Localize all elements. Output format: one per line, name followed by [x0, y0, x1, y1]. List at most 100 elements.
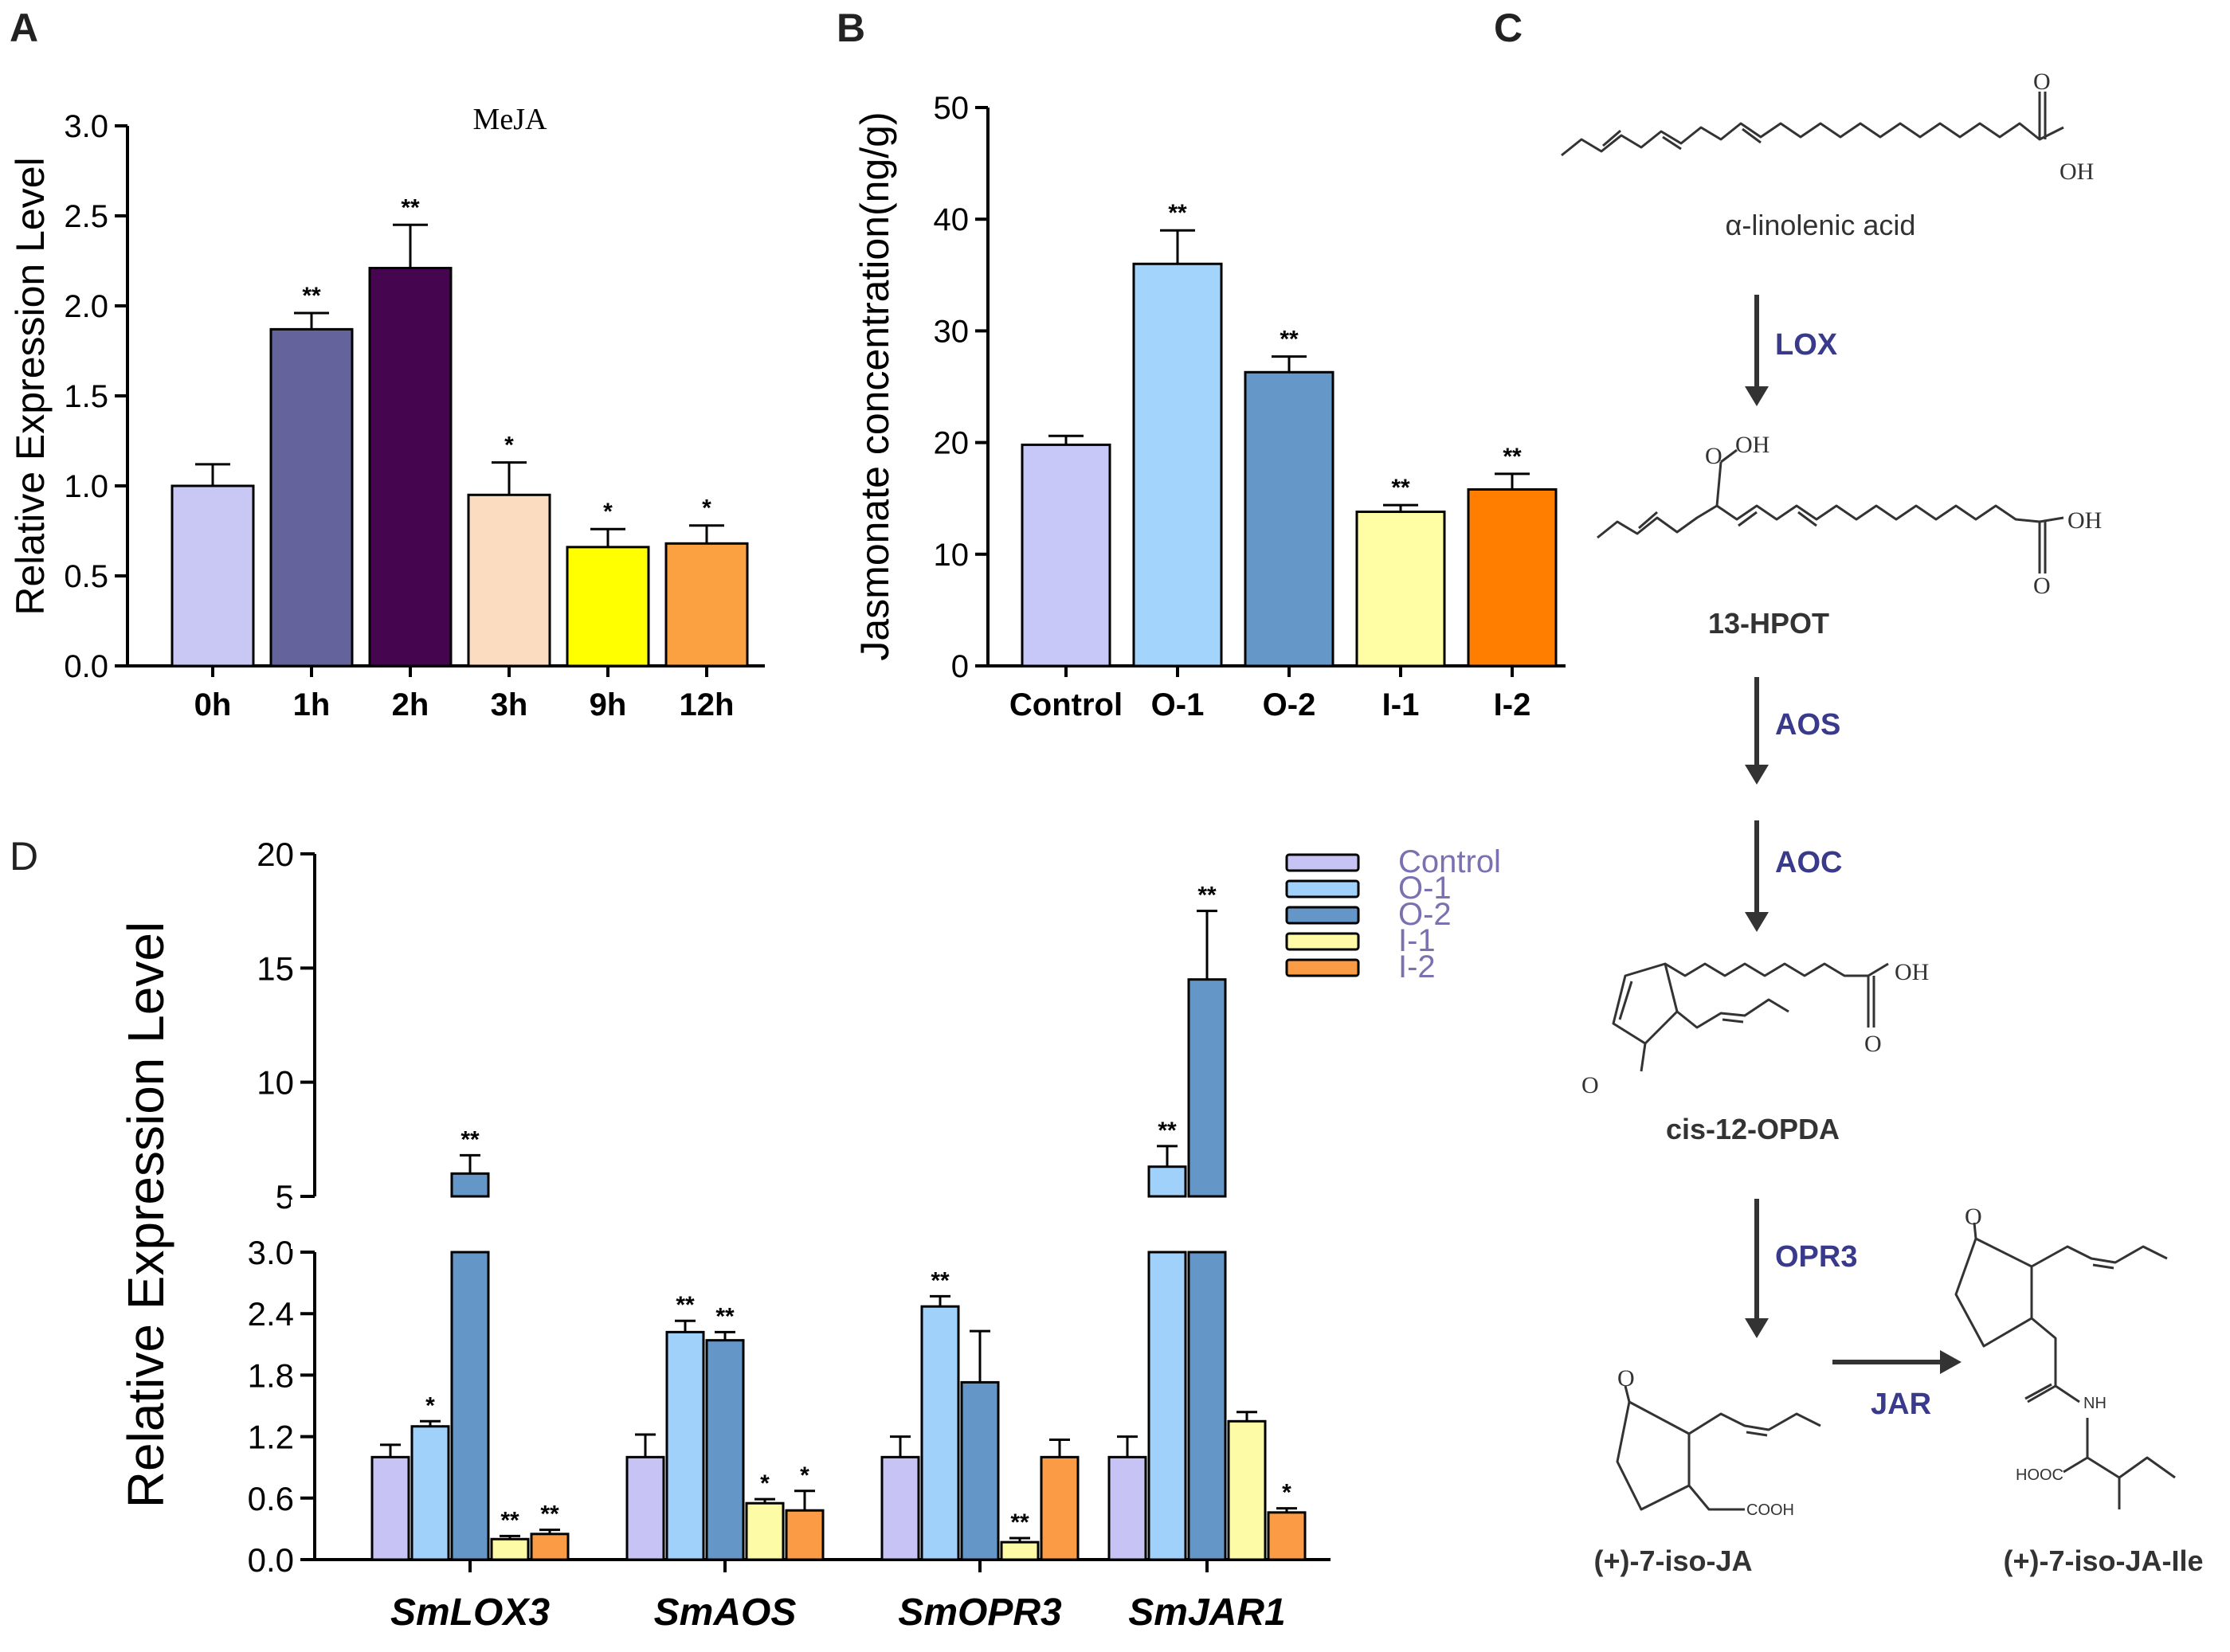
chart-a-y-tick-label: 3.0 [64, 109, 108, 144]
chart-b-category-label: O-1 [1151, 687, 1205, 722]
atom-nh-jaile: NH [2083, 1395, 2107, 1412]
chart-d-bar [785, 1509, 825, 1561]
chart-d-significance-label: ** [500, 1507, 519, 1533]
atom-oh-hpot-2: OH [2067, 507, 2102, 534]
chart-b-y-tick-label: 50 [934, 91, 970, 126]
chart-a-bar [664, 542, 749, 667]
structure-13-hpot: O OH O OH [1597, 432, 2102, 599]
chart-d-bar [625, 1455, 665, 1561]
chart-d-legend-swatch [1285, 853, 1360, 872]
chart-b-category-label: Control [1009, 687, 1123, 722]
chart-b-significance-label: ** [1168, 200, 1187, 226]
compound-label-cis-12-opda: cis-12-OPDA [1666, 1113, 1840, 1145]
chart-a-significance-label: * [603, 499, 613, 525]
chart-b-bar [1132, 262, 1223, 667]
chart-d-bar [880, 1455, 920, 1561]
chart-d-significance-label: ** [931, 1267, 950, 1294]
chart-d-legend-label: O-2 [1398, 897, 1452, 932]
chart-a-y-tick-label: 2.5 [64, 199, 108, 234]
chart-b-significance-label: ** [1280, 327, 1299, 353]
chart-b-category-label: I-2 [1494, 687, 1531, 722]
panel-letter-c: C [1494, 6, 1523, 50]
chart-d-bar [920, 1305, 960, 1561]
chart-b-bar [1355, 511, 1446, 667]
chart-d-category-label: SmOPR3 [898, 1591, 1062, 1634]
chart-a-bar [566, 546, 650, 667]
chart-d-bar [1187, 1251, 1227, 1561]
chart-d-bar-upper [1187, 978, 1227, 1198]
atom-o: O [2033, 69, 2051, 95]
chart-d-bar [1267, 1511, 1307, 1561]
chart-d-category-label: SmAOS [654, 1591, 797, 1634]
atom-oh-opda: OH [1895, 959, 1929, 985]
chart-a-significance-label: ** [302, 283, 321, 309]
chart-a-ylabel: Relative Expression Level [8, 157, 53, 615]
chart-d-bar [410, 1425, 450, 1561]
chart-d-legend-swatch [1285, 958, 1360, 977]
arrow-head-aoc [1745, 912, 1769, 932]
compound-label-7-iso-ja: (+)-7-iso-JA [1593, 1544, 1752, 1577]
arrow-head-aos [1745, 765, 1769, 785]
panel-letter-d: D [10, 834, 38, 879]
chart-d-bar [960, 1380, 1000, 1561]
chart-a-significance-label: * [504, 433, 514, 459]
chart-d-y-tick-label: 1.8 [248, 1356, 294, 1394]
chart-d-bar [1227, 1419, 1267, 1561]
arrow-head-lox [1745, 386, 1769, 406]
compound-label-alpha-linolenic-acid: α-linolenic acid [1726, 209, 1916, 241]
atom-hooc-jaile: HOOC [2016, 1466, 2063, 1484]
chart-d-significance-label: * [425, 1392, 435, 1419]
chart-d-legend-label: I-2 [1398, 949, 1436, 985]
chart-b-y-tick-label: 0 [951, 649, 969, 684]
chart-b: Jasmonate concentration(ng/g) 0 10 20 30 40 5… [852, 91, 1566, 722]
chart-b-bar [1021, 443, 1111, 667]
chart-a-category-label: 1h [293, 687, 331, 722]
chart-d-bar [1147, 1251, 1187, 1561]
chart-a-bar [170, 484, 255, 667]
chart-d-y-tick-label: 3.0 [248, 1234, 294, 1271]
chart-d-bar-upper [1147, 1165, 1187, 1198]
enzyme-lox: LOX [1775, 328, 1838, 362]
chart-d-significance-label: ** [715, 1303, 735, 1329]
chart-d-category-label: SmJAR1 [1128, 1591, 1285, 1634]
chart-d-legend-swatch [1285, 906, 1360, 925]
chart-a-category-label: 9h [590, 687, 627, 722]
chart-d-bar [665, 1330, 705, 1561]
atom-o-opda: O [1581, 1072, 1599, 1098]
structure-cis-12-opda: O O OH [1581, 959, 1929, 1098]
chart-d-legend-label: I-1 [1398, 923, 1436, 958]
chart-a-significance-label: ** [401, 194, 420, 221]
chart-a-y-tick-label: 0.5 [64, 559, 108, 594]
chart-d-bar [370, 1455, 410, 1561]
chart-d-bar [450, 1251, 490, 1561]
chart-d-significance-label: * [800, 1462, 809, 1489]
compound-label-13-hpot: 13-HPOT [1708, 607, 1829, 640]
chart-d-y-tick-label: 5 [276, 1178, 294, 1216]
chart-b-y-tick-label: 10 [934, 538, 970, 573]
chart-d-y-tick-label: 0.6 [248, 1480, 294, 1517]
chart-d-significance-label: ** [1010, 1509, 1029, 1536]
chart-a-category-label: 0h [194, 687, 232, 722]
atom-oh: OH [2060, 159, 2094, 185]
chart-d-legend-label: O-1 [1398, 871, 1452, 906]
chart-a-bar [269, 327, 354, 667]
chart-a-y-tick-label: 2.0 [64, 289, 108, 324]
chart-d-bar [1000, 1540, 1040, 1561]
chart-b-y-tick-label: 20 [934, 426, 970, 461]
chart-a-y-tick-label: 0.0 [64, 649, 108, 684]
chart-a-title: MeJA [473, 103, 547, 136]
chart-d-y-tick-label: 2.4 [248, 1295, 294, 1333]
chart-d-category-label: SmLOX3 [390, 1591, 550, 1634]
pathway-diagram: O OH α-linolenic acid LOX O OH O OH 13-H… [1561, 69, 2204, 1577]
chart-d-bar [530, 1533, 570, 1561]
enzyme-aos: AOS [1775, 708, 1840, 742]
enzyme-opr3: OPR3 [1775, 1240, 1857, 1274]
atom-o-ja: O [1617, 1365, 1635, 1392]
chart-d-legend-swatch [1285, 879, 1360, 898]
chart-d-bar [1107, 1455, 1147, 1561]
chart-d-bar-upper [450, 1172, 490, 1198]
chart-b-significance-label: ** [1391, 475, 1410, 501]
atom-o-hpot: O [1705, 443, 1722, 469]
enzyme-jar: JAR [1871, 1388, 1931, 1421]
chart-d-y-tick-label: 20 [257, 836, 294, 873]
